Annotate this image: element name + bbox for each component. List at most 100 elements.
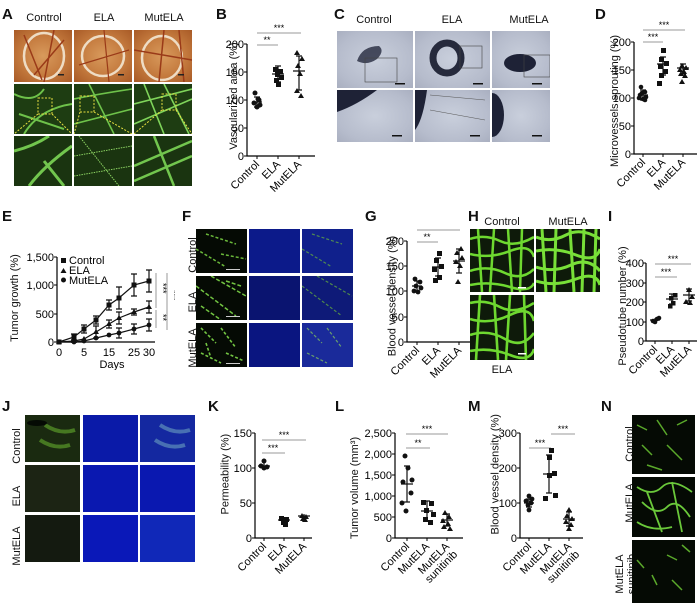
svg-text:150: 150 [386,261,404,273]
panel-a-fundus-ela [74,30,132,82]
svg-text:***: *** [422,425,433,434]
panel-label-j: J [2,398,11,415]
panel-h-ela-image [470,295,534,360]
panel-a-angio-control [14,84,72,134]
svg-text:100: 100 [386,286,404,298]
panel-f-ela-green [196,276,247,320]
svg-text:0: 0 [48,337,54,349]
panel-n-mutela-image [632,477,695,537]
svg-text:0: 0 [638,336,644,348]
panel-j-mutela-blue [83,515,138,562]
svg-text:1,500: 1,500 [364,470,392,482]
svg-text:***: *** [535,438,546,448]
panel-label-i: I [608,208,613,225]
svg-text:2,500: 2,500 [364,428,392,440]
svg-text:300: 300 [626,278,644,290]
panel-b-xtick-control: Control [229,159,263,193]
panel-j-row-control: Control [11,428,23,464]
panel-a-inset-ela [74,136,132,186]
panel-j-ela-green [25,465,80,512]
panel-label-e: E [2,208,13,225]
panel-label-d: D [595,6,606,23]
svg-text:***: *** [279,430,290,440]
panel-f-mutela-blue [249,323,300,367]
panel-f-ela-blue [249,276,300,320]
svg-text:**: ** [423,232,431,242]
svg-text:0: 0 [625,149,631,161]
panel-c-sprout-mutela [492,90,550,142]
svg-text:0: 0 [398,337,404,349]
panel-a-fundus-control [14,30,72,82]
panel-n-control-image [632,415,695,474]
panel-c-col-ela: ELA [441,14,463,26]
panel-d-xtick-control: Control [615,157,649,191]
panel-label-h: H [468,208,479,225]
panel-h-label-ela: ELA [491,364,513,376]
panel-f-ela-merge [302,276,353,320]
svg-text:***: *** [268,443,279,453]
svg-text:50: 50 [392,312,404,324]
svg-text:***: *** [158,283,168,294]
panel-f-control-blue [249,229,300,273]
panel-j-mutela-merge [140,515,195,562]
svg-text:1,000: 1,000 [26,280,54,292]
panel-c-col-control: Control [356,14,392,26]
svg-text:15: 15 [103,347,115,359]
panel-a-inset-mutela [134,136,192,186]
svg-text:200: 200 [626,297,644,309]
svg-text:1,000: 1,000 [364,491,392,503]
svg-text:50: 50 [232,123,244,135]
svg-text:***: *** [659,20,670,30]
panel-j-control-blue [83,415,138,462]
panel-n-mutela-sunitinib-image [632,540,695,603]
svg-text:**: ** [158,314,168,322]
panel-e-legend-mutela: MutELA [69,275,109,287]
panel-f-control-green [196,229,247,273]
svg-text:150: 150 [234,428,252,440]
svg-text:***: *** [661,267,672,277]
svg-text:150: 150 [613,65,631,77]
panel-e-chart: 1,500 1,000 500 0 0 5 15 25 30 Days Control ELA… [26,252,175,370]
svg-text:100: 100 [499,498,517,510]
panel-label-n: N [601,398,612,415]
panel-a-col-control: Control [26,12,62,24]
panel-h-label-mutela: MutELA [548,216,588,228]
panel-j-row-ela: ELA [11,485,23,507]
svg-text:0: 0 [56,347,62,359]
panel-a-col-mutela: MutELA [144,12,184,24]
panel-j-ela-blue [83,465,138,512]
panel-e-legend-control: Control [69,255,104,267]
panel-c-col-mutela: MutELA [509,14,549,26]
svg-text:30: 30 [143,347,155,359]
panel-label-l: L [335,398,345,415]
panel-a-angio-mutela [134,84,192,134]
svg-text:400: 400 [626,258,644,270]
svg-text:***: *** [169,290,175,301]
panel-label-m: M [468,398,481,415]
panel-f-mutela-merge [302,323,353,367]
svg-text:50: 50 [240,498,252,510]
svg-text:300: 300 [499,428,517,440]
panel-a-col-ela: ELA [93,12,115,24]
svg-text:200: 200 [386,236,404,248]
panel-label-f: F [182,208,192,225]
svg-text:1,500: 1,500 [26,252,54,264]
panel-c-sprout-ela [415,90,490,142]
svg-text:***: *** [274,23,285,33]
svg-text:***: *** [648,32,659,42]
svg-text:0: 0 [386,533,392,545]
svg-text:100: 100 [226,95,244,107]
panel-j-control-green [25,415,80,462]
panel-j-row-mutela: MutELA [11,526,23,566]
panel-a-fundus-mutela [134,30,192,82]
panel-c-ring-control [337,31,413,88]
panel-e-legend-ela: ELA [69,265,90,277]
svg-text:***: *** [433,225,444,230]
panel-label-b: B [216,6,227,23]
svg-text:150: 150 [226,67,244,79]
panel-c-sprout-control [337,90,413,142]
svg-text:100: 100 [234,463,252,475]
